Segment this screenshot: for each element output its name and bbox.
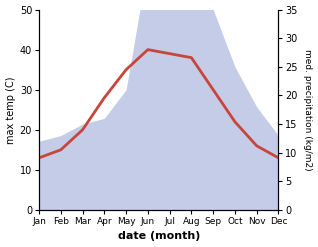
Y-axis label: med. precipitation (kg/m2): med. precipitation (kg/m2) (303, 49, 313, 171)
X-axis label: date (month): date (month) (118, 231, 200, 242)
Y-axis label: max temp (C): max temp (C) (5, 76, 16, 144)
